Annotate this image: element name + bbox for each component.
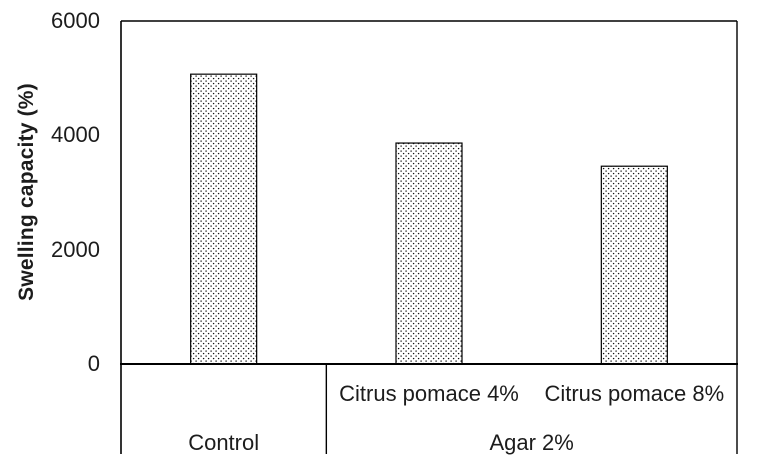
y-axis-tick-label: 2000 [51, 236, 100, 262]
group-label: Control [188, 430, 260, 455]
bar-control [190, 73, 258, 365]
y-axis-tick-label: 4000 [51, 122, 100, 148]
y-axis-tick-label: 6000 [51, 8, 100, 33]
y-axis-tick-label: 0 [87, 351, 100, 376]
category-label: Citrus pomace 8% [544, 381, 725, 406]
bar-citrus-pomace-8 [600, 165, 668, 365]
category-label: Citrus pomace 4% [339, 381, 519, 406]
group-label: Agar 2% [489, 430, 574, 455]
y-axis-title: Swelling capacity (%) [15, 83, 38, 301]
bar-citrus-pomace-4 [395, 142, 463, 365]
